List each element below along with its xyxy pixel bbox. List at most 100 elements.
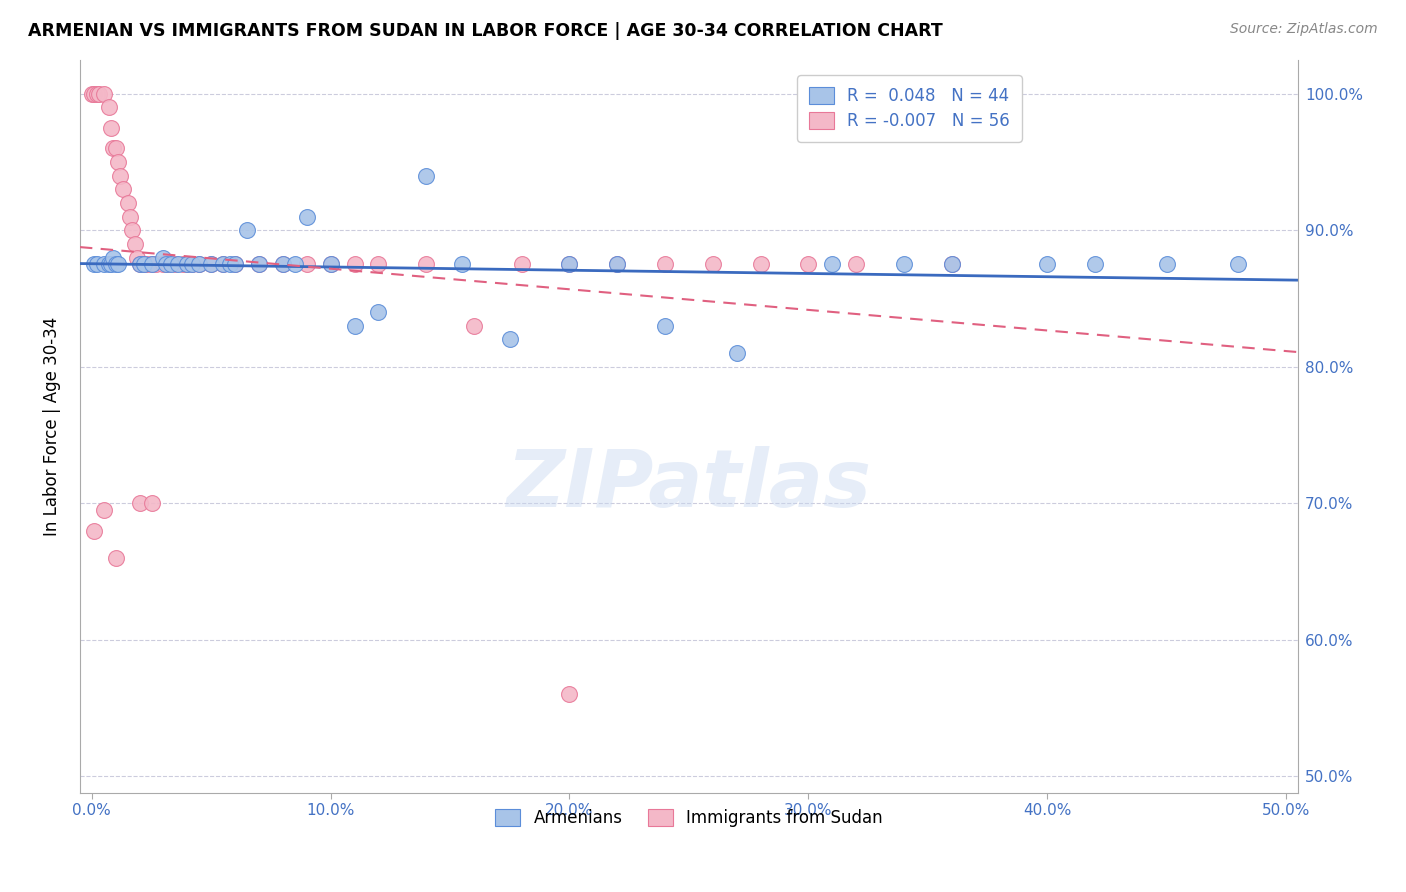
Point <box>654 257 676 271</box>
Point <box>451 257 474 271</box>
Point <box>103 251 125 265</box>
Point <box>797 257 820 271</box>
Point <box>107 257 129 271</box>
Point <box>284 257 307 271</box>
Point <box>152 251 174 265</box>
Point <box>558 257 581 271</box>
Point <box>159 257 181 271</box>
Point <box>212 257 235 271</box>
Point <box>1156 257 1178 271</box>
Point <box>188 257 211 271</box>
Point <box>367 257 389 271</box>
Point <box>181 257 204 271</box>
Point <box>1036 257 1059 271</box>
Point <box>463 318 485 333</box>
Point <box>166 257 188 271</box>
Point <box>749 257 772 271</box>
Point <box>236 223 259 237</box>
Point <box>141 257 163 271</box>
Point <box>104 257 127 271</box>
Point <box>181 257 204 271</box>
Point <box>224 257 246 271</box>
Point <box>172 257 194 271</box>
Point <box>86 257 108 271</box>
Point <box>654 318 676 333</box>
Point <box>83 257 105 271</box>
Point <box>415 169 437 183</box>
Point <box>295 257 318 271</box>
Point <box>134 257 156 271</box>
Point <box>367 305 389 319</box>
Point <box>83 524 105 538</box>
Point <box>606 257 628 271</box>
Point <box>343 257 366 271</box>
Point <box>97 100 120 114</box>
Point <box>121 223 143 237</box>
Point <box>128 496 150 510</box>
Point <box>821 257 844 271</box>
Point <box>845 257 868 271</box>
Point <box>319 257 342 271</box>
Point <box>93 503 115 517</box>
Point <box>212 257 235 271</box>
Point <box>188 257 211 271</box>
Point <box>152 257 174 271</box>
Point <box>155 257 177 271</box>
Point <box>219 257 242 271</box>
Point <box>499 333 522 347</box>
Point <box>118 210 141 224</box>
Point <box>941 257 963 271</box>
Point <box>247 257 270 271</box>
Point <box>725 346 748 360</box>
Point <box>165 257 187 271</box>
Point <box>103 141 125 155</box>
Point <box>157 257 180 271</box>
Point <box>86 87 108 101</box>
Point <box>200 257 222 271</box>
Point <box>93 87 115 101</box>
Point <box>295 210 318 224</box>
Point <box>127 251 149 265</box>
Point <box>100 120 122 135</box>
Point <box>176 257 198 271</box>
Point <box>141 496 163 510</box>
Point <box>893 257 915 271</box>
Point <box>271 257 294 271</box>
Point <box>1084 257 1107 271</box>
Point <box>247 257 270 271</box>
Point <box>558 687 581 701</box>
Point <box>271 257 294 271</box>
Point <box>100 257 122 271</box>
Y-axis label: In Labor Force | Age 30-34: In Labor Force | Age 30-34 <box>44 317 60 536</box>
Point <box>319 257 342 271</box>
Point <box>128 257 150 271</box>
Point <box>104 550 127 565</box>
Text: ARMENIAN VS IMMIGRANTS FROM SUDAN IN LABOR FORCE | AGE 30-34 CORRELATION CHART: ARMENIAN VS IMMIGRANTS FROM SUDAN IN LAB… <box>28 22 943 40</box>
Point <box>1227 257 1250 271</box>
Point <box>224 257 246 271</box>
Point <box>83 87 105 101</box>
Text: Source: ZipAtlas.com: Source: ZipAtlas.com <box>1230 22 1378 37</box>
Point <box>104 141 127 155</box>
Point <box>131 257 153 271</box>
Point <box>128 257 150 271</box>
Point <box>176 257 198 271</box>
Point <box>87 87 110 101</box>
Point <box>702 257 724 271</box>
Point <box>415 257 437 271</box>
Point <box>141 257 163 271</box>
Point <box>510 257 533 271</box>
Point <box>110 169 132 183</box>
Point <box>941 257 963 271</box>
Text: ZIPatlas: ZIPatlas <box>506 446 872 524</box>
Point <box>200 257 222 271</box>
Point <box>107 155 129 169</box>
Point <box>117 196 139 211</box>
Point <box>124 236 146 251</box>
Point <box>343 318 366 333</box>
Point <box>80 87 103 101</box>
Point <box>606 257 628 271</box>
Point <box>93 257 115 271</box>
Legend: Armenians, Immigrants from Sudan: Armenians, Immigrants from Sudan <box>486 801 891 836</box>
Point <box>111 182 134 196</box>
